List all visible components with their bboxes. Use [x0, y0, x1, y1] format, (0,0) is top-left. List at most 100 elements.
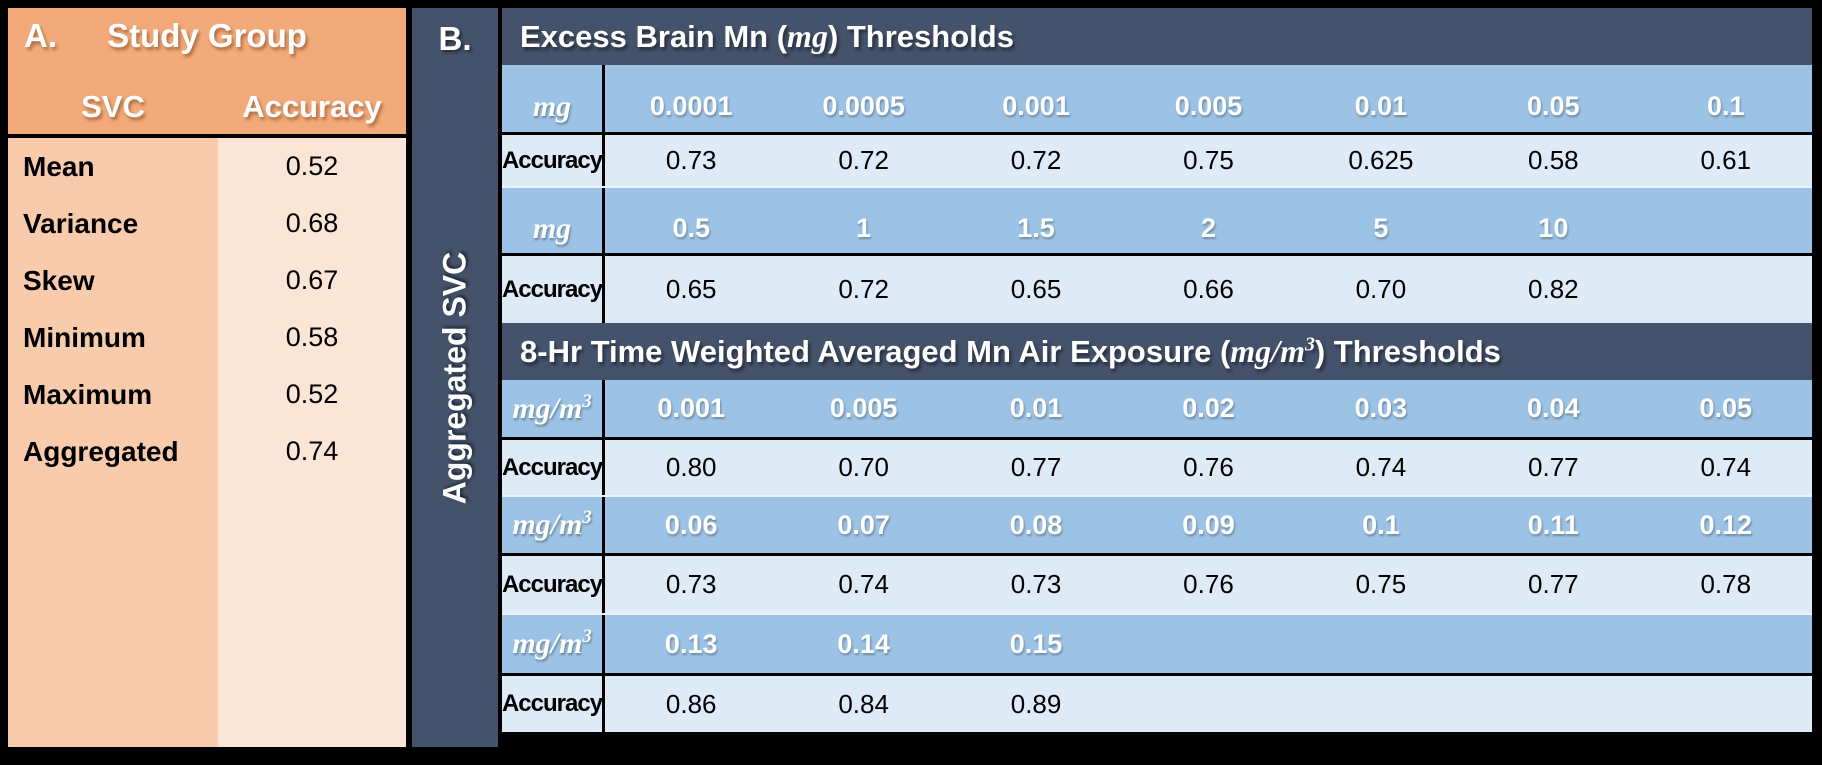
unit-symbol: mg/m3 [512, 626, 592, 660]
accuracy-value: 0.73 [1010, 569, 1062, 599]
accuracy-value: 0.70 [1355, 274, 1407, 304]
threshold-value: 0.07 [837, 509, 890, 540]
study-group-row: Maximum 0.52 [8, 366, 406, 423]
accuracy-value: 0.78 [1700, 569, 1752, 599]
threshold-value: 0.15 [1009, 628, 1063, 659]
unit-exponent: 3 [582, 507, 592, 528]
threshold-value: 0.03 [1354, 393, 1408, 423]
unit-symbol: mg [532, 89, 572, 123]
threshold-value: 0.01 [1009, 393, 1063, 423]
accuracy-value: 0.61 [1700, 145, 1752, 175]
accuracy-value: 0.76 [1183, 569, 1234, 599]
threshold-value: 0.09 [1182, 509, 1235, 540]
panel-divider [406, 8, 412, 747]
study-group-row: Variance 0.68 [8, 195, 406, 252]
accuracy-row-label: Accuracy [502, 256, 605, 323]
section-header: 8-Hr Time Weighted Averaged Mn Air Expos… [502, 323, 1812, 380]
accuracy-value: 0.77 [1010, 452, 1062, 482]
study-group-row: Aggregated 0.74 [8, 423, 406, 480]
threshold-value: 0.12 [1699, 509, 1753, 540]
threshold-value: 0.0005 [822, 91, 905, 121]
unit-symbol: mg [532, 211, 572, 245]
threshold-unit-label: mg/m3 [502, 380, 605, 437]
accuracy-row-label: Accuracy [502, 135, 605, 186]
threshold-value: 0.005 [829, 393, 898, 423]
column-header-accuracy: Accuracy [242, 88, 382, 124]
threshold-unit-label: mg [502, 188, 605, 253]
panel-b-thresholds-tables: B. Aggregated SVC Excess Brain Mn (mg) T… [412, 8, 1812, 747]
accuracy-value: 0.89 [1010, 688, 1062, 719]
accuracy-value [1122, 676, 1294, 732]
panel-b-table: Excess Brain Mn (mg) Thresholds mg 0.0001 0… [502, 8, 1812, 747]
threshold-value [1640, 615, 1812, 673]
accuracy-value: 0.75 [1183, 145, 1234, 175]
accuracy-row: Accuracy 0.80 0.70 0.77 0.76 0.74 0.77 0.74 [502, 440, 1812, 495]
accuracy-row: Accuracy 0.65 0.72 0.65 0.66 0.70 0.82 [502, 256, 1812, 323]
svc-feature-name: Mean [8, 138, 218, 195]
unit-exponent: 3 [582, 390, 592, 412]
panel-a-empty-area [8, 480, 406, 747]
accuracy-value: 0.70 [838, 452, 889, 482]
svc-accuracy-value: 0.52 [218, 138, 406, 195]
threshold-value: 0.08 [1009, 509, 1063, 540]
svc-feature-name: Skew [8, 252, 218, 309]
accuracy-value: 0.76 [1183, 452, 1234, 482]
threshold-value: 1.5 [1017, 213, 1055, 243]
accuracy-value: 0.72 [1010, 145, 1062, 175]
threshold-unit-label: mg [502, 65, 605, 132]
panel-a-header: A. Study Group SVC Accuracy [8, 8, 406, 138]
threshold-value: 0.13 [664, 628, 718, 659]
threshold-value: 0.04 [1527, 393, 1580, 423]
panel-a-column-headers: SVC Accuracy [8, 88, 406, 124]
unit-symbol: mg/m3 [1230, 333, 1315, 369]
accuracy-value: 0.625 [1348, 145, 1414, 175]
accuracy-value: 0.82 [1528, 274, 1579, 304]
svc-accuracy-value: 0.68 [218, 195, 406, 252]
threshold-value: 0.14 [837, 628, 890, 659]
accuracy-value: 0.72 [838, 274, 889, 304]
accuracy-value: 0.74 [1700, 452, 1752, 482]
accuracy-row: Accuracy 0.73 0.72 0.72 0.75 0.625 0.58 0.61 [502, 135, 1812, 186]
empty-cell [8, 480, 218, 747]
panel-a-title: Study Group [107, 17, 307, 54]
panel-b-letter: B. [438, 20, 472, 57]
accuracy-value: 0.77 [1528, 569, 1579, 599]
accuracy-value: 0.65 [1010, 274, 1062, 304]
accuracy-value: 0.75 [1355, 569, 1407, 599]
threshold-row: mg/m3 0.06 0.07 0.08 0.09 0.1 0.11 0.12 [502, 495, 1812, 556]
threshold-value: 0.05 [1527, 91, 1580, 121]
threshold-row: mg 0.5 1 1.5 2 5 10 [502, 186, 1812, 256]
threshold-value: 0.001 [657, 393, 725, 423]
threshold-value: 0.5 [672, 213, 710, 243]
study-group-row: Skew 0.67 [8, 252, 406, 309]
accuracy-value: 0.77 [1528, 452, 1579, 482]
threshold-value [1295, 615, 1467, 673]
accuracy-value: 0.66 [1183, 274, 1234, 304]
study-group-row: Minimum 0.58 [8, 309, 406, 366]
section-header: Excess Brain Mn (mg) Thresholds [502, 8, 1812, 65]
unit-symbol: mg [787, 18, 828, 54]
svc-accuracy-value: 0.58 [218, 309, 406, 366]
threshold-value: 0.11 [1527, 509, 1579, 540]
panel-a-body: Mean 0.52 Variance 0.68 Skew 0.67 Minimum 0.58 M… [8, 138, 406, 747]
threshold-value: 0.001 [1002, 91, 1070, 121]
threshold-value: 0.05 [1699, 393, 1753, 423]
study-group-row: Mean 0.52 [8, 138, 406, 195]
threshold-value: 0.1 [1362, 509, 1400, 540]
svc-accuracy-value: 0.52 [218, 366, 406, 423]
accuracy-value [1640, 256, 1812, 323]
threshold-value: 1 [856, 213, 872, 243]
threshold-value: 0.01 [1354, 91, 1408, 121]
aggregated-svc-side-label: Aggregated SVC [436, 251, 473, 504]
accuracy-value [1467, 676, 1639, 732]
panel-a-title-row: A. Study Group [8, 17, 406, 54]
threshold-row: mg/m3 0.13 0.14 0.15 [502, 613, 1812, 676]
accuracy-row-label: Accuracy [502, 440, 605, 495]
svc-feature-name: Aggregated [8, 423, 218, 480]
svc-feature-name: Minimum [8, 309, 218, 366]
accuracy-value: 0.65 [665, 274, 717, 304]
accuracy-value: 0.86 [665, 688, 717, 719]
accuracy-value [1640, 676, 1812, 732]
accuracy-value: 0.72 [838, 145, 889, 175]
